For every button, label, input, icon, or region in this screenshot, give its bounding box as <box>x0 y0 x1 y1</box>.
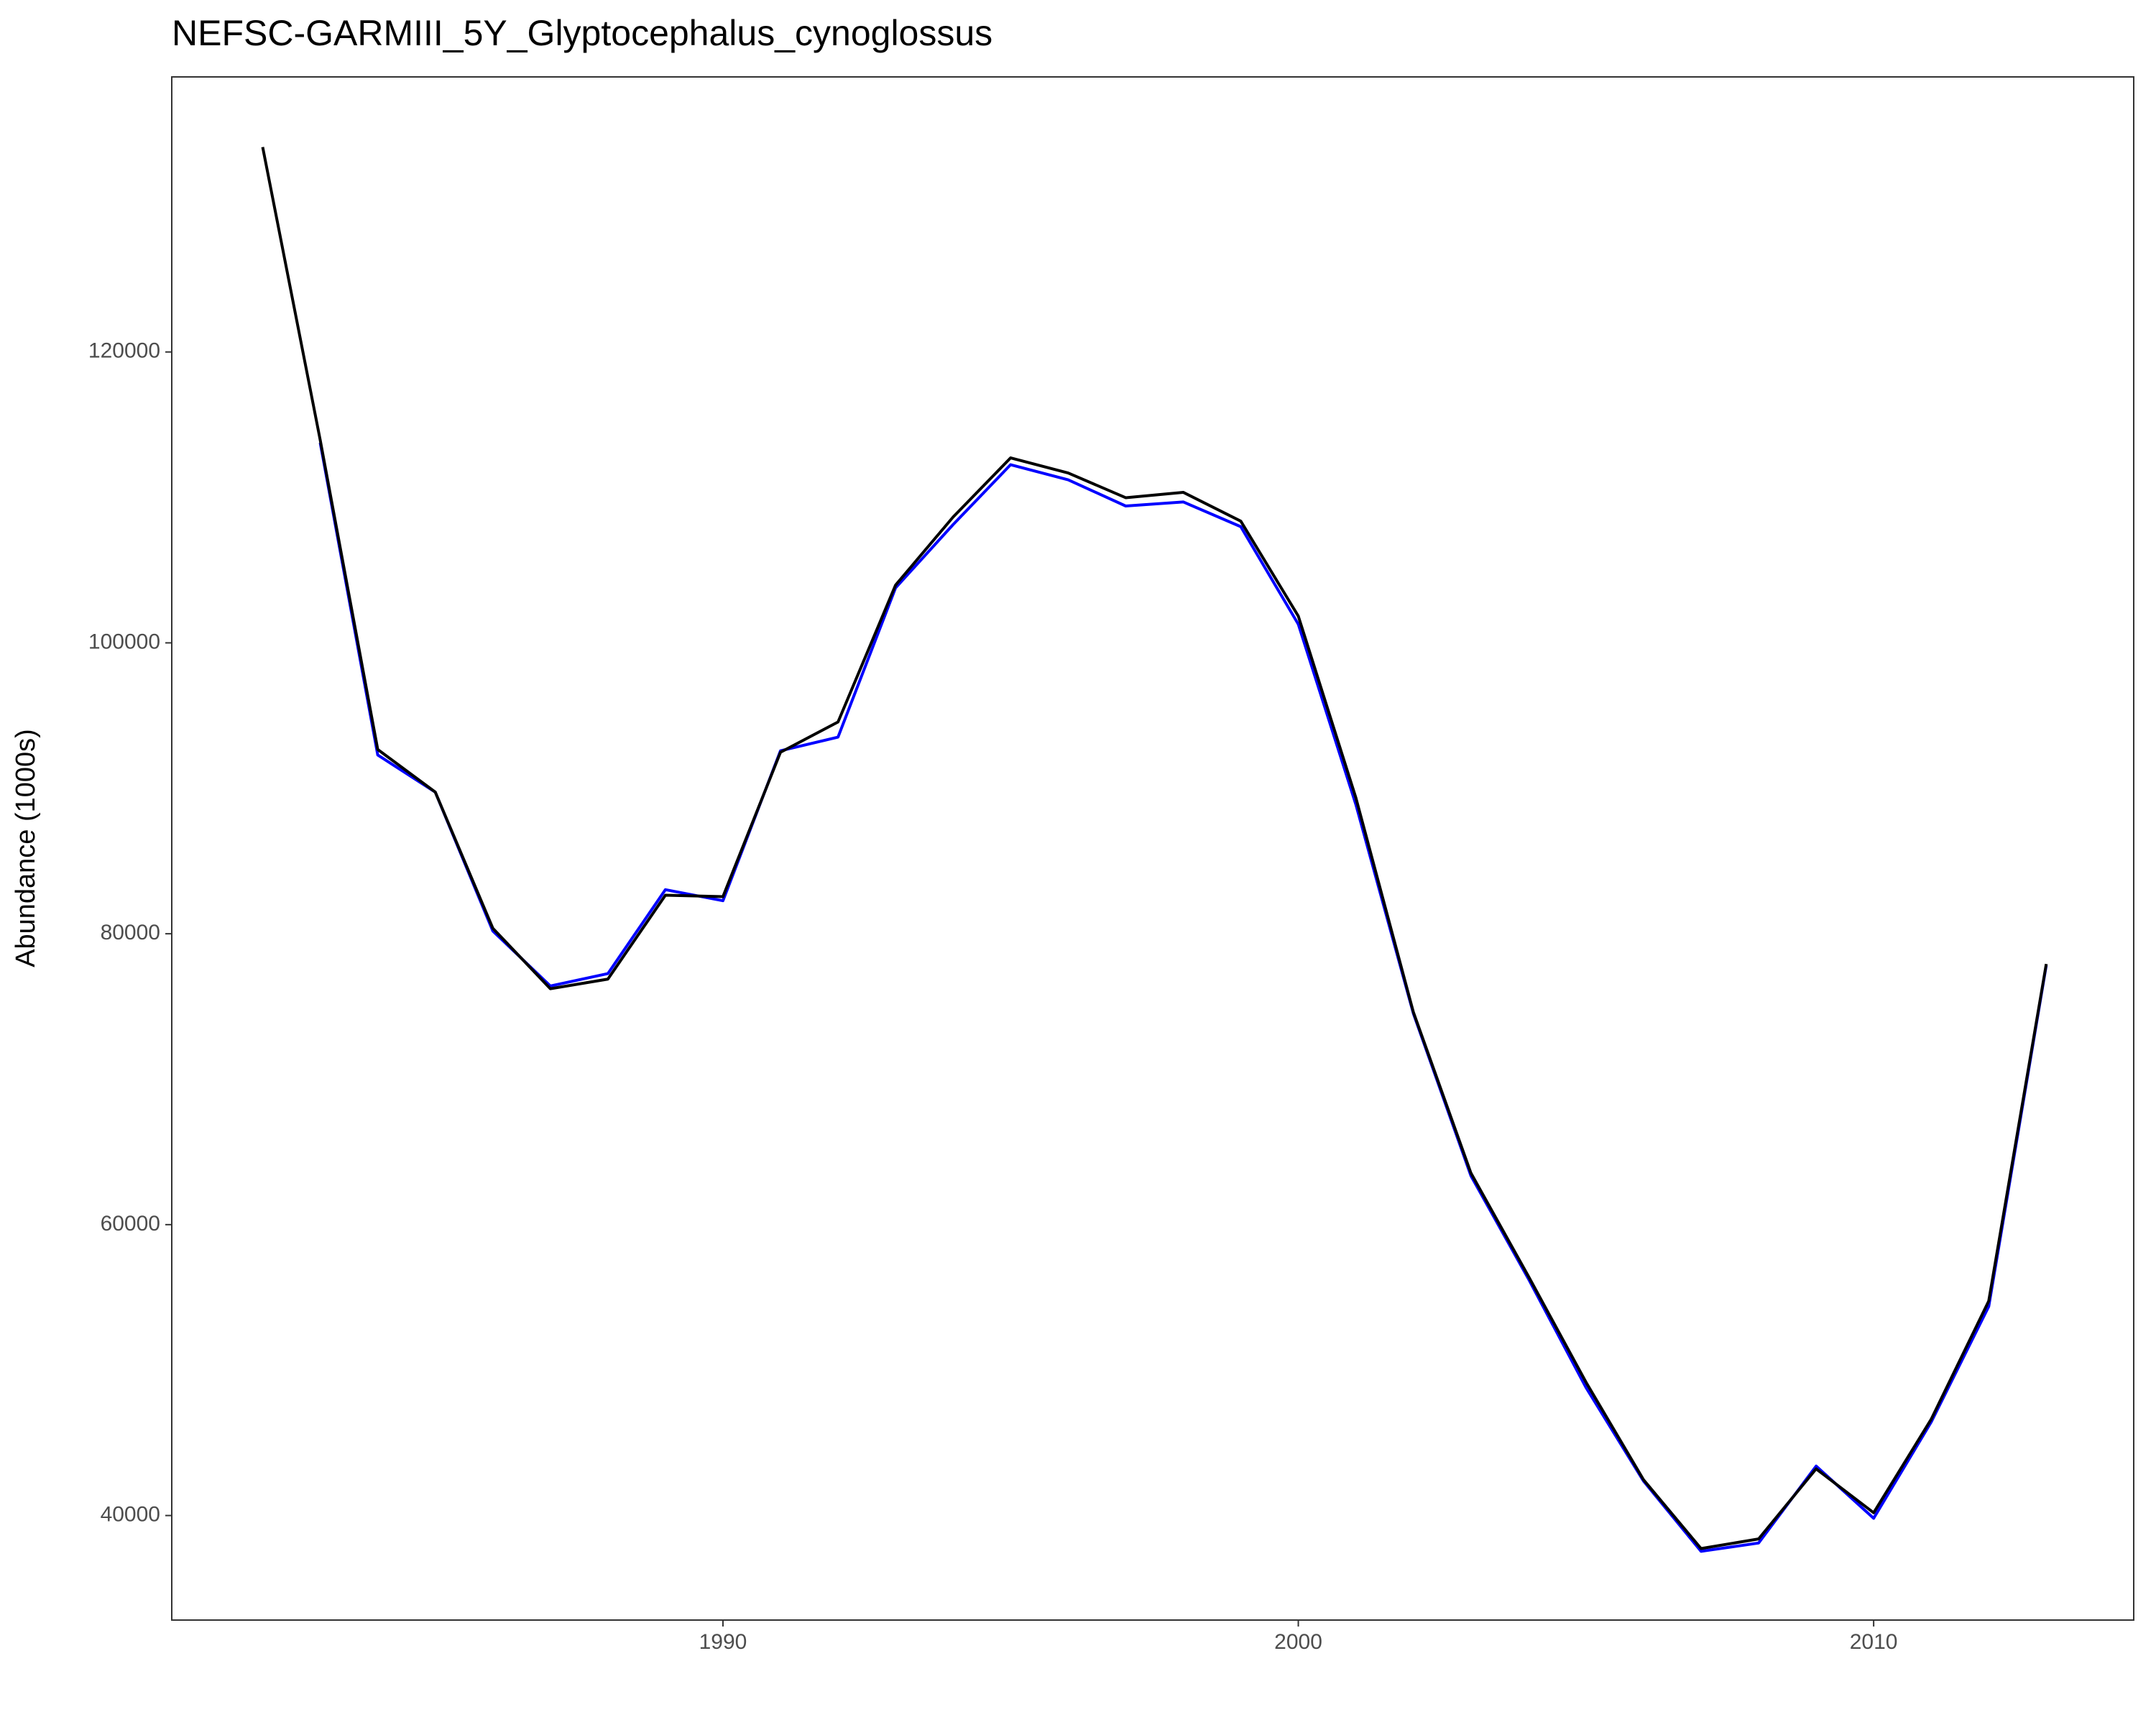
y-tick-label: 80000 <box>101 921 160 944</box>
y-tick-label: 40000 <box>101 1502 160 1526</box>
y-tick-label: 60000 <box>101 1212 160 1236</box>
chart-title: NEFSC-GARMIII_5Y_Glyptocephalus_cynoglos… <box>172 13 992 53</box>
plot-panel <box>171 76 2134 1621</box>
y-tick-label: 120000 <box>88 339 160 363</box>
y-tick-label: 100000 <box>88 630 160 653</box>
x-tick-label: 2000 <box>1274 1630 1322 1654</box>
x-tick-label: 2010 <box>1850 1630 1898 1654</box>
y-axis-title: Abundance (1000s) <box>11 729 41 967</box>
x-tick-label: 1990 <box>699 1630 747 1654</box>
data-line <box>261 147 2048 1550</box>
data-line <box>318 442 2048 1553</box>
